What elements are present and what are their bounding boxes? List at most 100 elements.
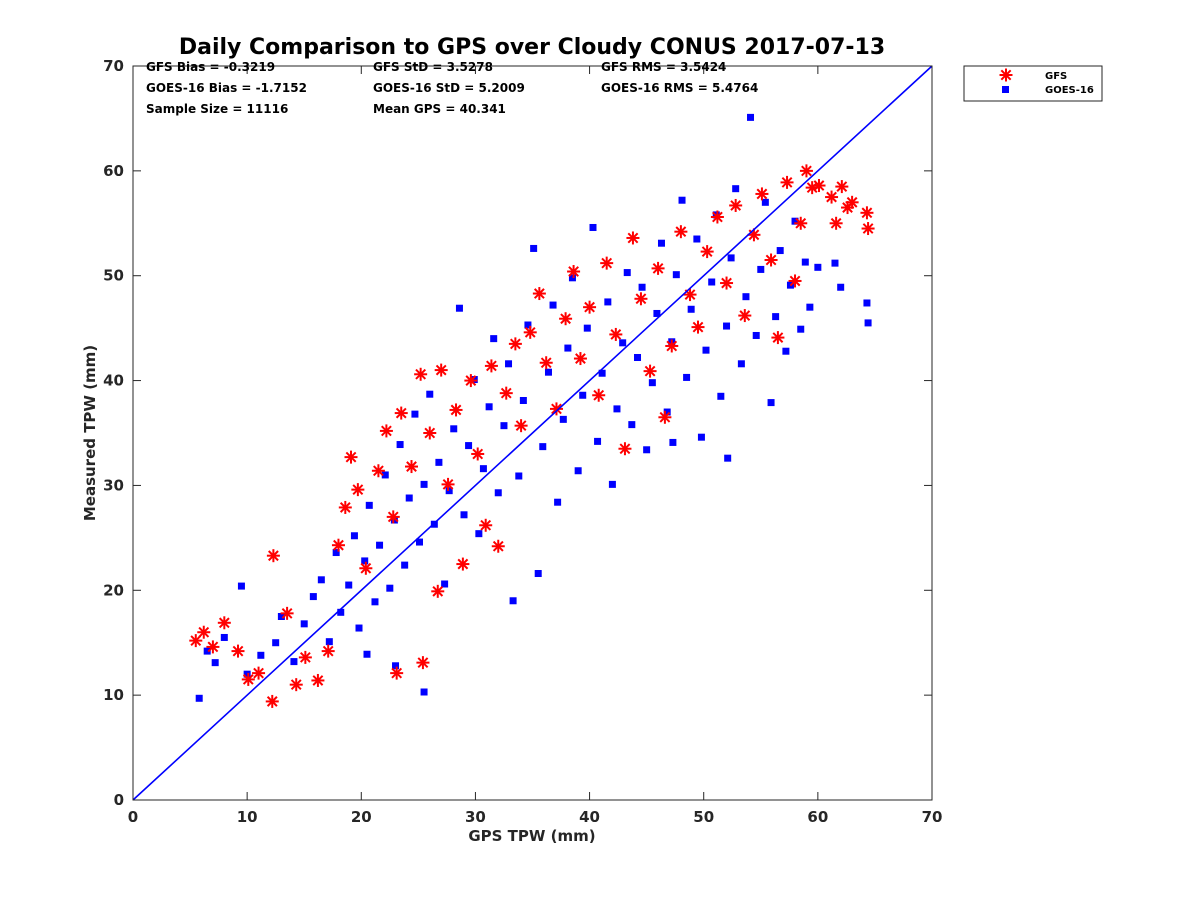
goes-16-point bbox=[300, 620, 308, 628]
goes-16-point bbox=[702, 346, 710, 354]
goes-16-point bbox=[564, 344, 572, 352]
goes-16-point bbox=[515, 472, 523, 480]
goes-16-point bbox=[426, 390, 434, 398]
goes-16-point bbox=[574, 467, 582, 475]
gfs-point bbox=[567, 265, 581, 279]
goes-16-point bbox=[534, 570, 542, 578]
y-tick-label: 60 bbox=[103, 162, 124, 180]
goes-16-point bbox=[549, 301, 557, 309]
goes-16-point bbox=[864, 319, 872, 327]
goes-16-point bbox=[687, 305, 695, 313]
goes-16-point bbox=[237, 582, 245, 590]
gfs-point bbox=[197, 625, 211, 639]
goes-rms-text: GOES-16 RMS = 5.4764 bbox=[601, 81, 758, 95]
goes-16-point bbox=[797, 325, 805, 333]
gfs-point bbox=[371, 464, 385, 478]
goes-16-point bbox=[742, 293, 750, 301]
gfs-bias-text: GFS Bias = -0.3219 bbox=[146, 60, 275, 74]
goes-16-point bbox=[791, 217, 799, 225]
goes-16-point bbox=[509, 597, 517, 605]
goes-16-point bbox=[772, 313, 780, 321]
ticks-layer: 0 10 20 30 40 50 60 70 0 10 20 30 40 50 60 70 bbox=[103, 57, 942, 826]
gfs-point bbox=[405, 460, 419, 474]
gfs-point bbox=[265, 694, 279, 708]
gfs-point bbox=[780, 175, 794, 189]
y-tick-label: 10 bbox=[103, 686, 124, 704]
goes-16-point bbox=[470, 376, 478, 384]
gfs-point bbox=[523, 325, 537, 339]
plot-border bbox=[132, 65, 933, 801]
goes-16-point bbox=[693, 235, 701, 243]
gfs-point bbox=[771, 331, 785, 345]
gfs-point bbox=[386, 510, 400, 524]
goes-16-point bbox=[220, 633, 228, 641]
gfs-point bbox=[189, 634, 203, 648]
goes-16-point bbox=[761, 198, 769, 206]
gfs-point bbox=[764, 253, 778, 267]
goes-16-point bbox=[420, 688, 428, 696]
y-tick-label: 50 bbox=[103, 267, 124, 285]
gfs-point bbox=[683, 288, 697, 302]
goes-16-point bbox=[776, 247, 784, 255]
gfs-point bbox=[390, 666, 404, 680]
gfs-point bbox=[359, 561, 373, 575]
gfs-point bbox=[573, 352, 587, 366]
plot-area: 0 10 20 30 40 50 60 70 0 10 20 30 40 50 60 70 bbox=[103, 57, 942, 826]
goes-16-point bbox=[648, 379, 656, 387]
legend: GFS GOES-16 bbox=[963, 65, 1103, 102]
goes-16-point bbox=[539, 443, 547, 451]
goes-16-point bbox=[490, 335, 498, 343]
goes-16-point bbox=[411, 410, 419, 418]
stats-block: GFS Bias = -0.3219 GOES-16 Bias = -1.715… bbox=[146, 60, 758, 116]
chart-title: Daily Comparison to GPS over Cloudy CONU… bbox=[179, 35, 885, 60]
mean-gps-text: Mean GPS = 40.341 bbox=[373, 102, 506, 116]
goes-16-point bbox=[337, 608, 345, 616]
goes-16-point bbox=[420, 480, 428, 488]
legend-goes-label: GOES-16 bbox=[1045, 85, 1094, 96]
gfs-point bbox=[331, 538, 345, 552]
goes-16-point bbox=[619, 339, 627, 347]
goes-16-point bbox=[519, 396, 527, 404]
gfs-point bbox=[592, 388, 606, 402]
y-tick-label: 70 bbox=[103, 57, 124, 75]
goes-16-point bbox=[672, 271, 680, 279]
gfs-point bbox=[738, 309, 752, 323]
gfs-point bbox=[609, 327, 623, 341]
goes-bias-text: GOES-16 Bias = -1.7152 bbox=[146, 81, 307, 95]
gfs-point bbox=[860, 206, 874, 220]
gfs-point bbox=[266, 549, 280, 563]
gfs-point bbox=[700, 245, 714, 259]
gfs-point bbox=[559, 312, 573, 326]
x-axis-label: GPS TPW (mm) bbox=[468, 827, 595, 845]
gfs-point bbox=[539, 356, 553, 370]
goes-16-point bbox=[405, 494, 413, 502]
gfs-point bbox=[423, 426, 437, 440]
goes-16-point bbox=[613, 405, 621, 413]
legend-gfs-marker bbox=[999, 68, 1013, 82]
gfs-point bbox=[600, 256, 614, 270]
goes-16-point bbox=[460, 511, 468, 519]
gfs-point bbox=[665, 339, 679, 353]
goes-16-point bbox=[396, 441, 404, 449]
gfs-point bbox=[634, 292, 648, 306]
gfs-point bbox=[710, 210, 724, 224]
gfs-point bbox=[643, 364, 657, 378]
gfs-point bbox=[431, 584, 445, 598]
goes-16-point bbox=[494, 489, 502, 497]
goes-16-point bbox=[806, 303, 814, 311]
goes-16-point bbox=[435, 458, 443, 466]
goes-16-point bbox=[589, 223, 597, 231]
goes-16-point bbox=[697, 433, 705, 441]
goes-16-point bbox=[371, 598, 379, 606]
gfs-point bbox=[471, 447, 485, 461]
goes-16-point bbox=[445, 487, 453, 495]
gfs-point bbox=[456, 557, 470, 571]
goes-16-point bbox=[554, 498, 562, 506]
x-tick-label: 40 bbox=[579, 808, 600, 826]
gfs-point bbox=[729, 198, 743, 212]
goes-16-point bbox=[392, 662, 400, 670]
goes-16-point bbox=[628, 421, 636, 429]
goes-16-point bbox=[390, 516, 398, 524]
goes-16-point bbox=[401, 561, 409, 569]
goes-16-point bbox=[243, 670, 251, 678]
